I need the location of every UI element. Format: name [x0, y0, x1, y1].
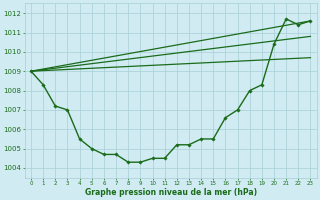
X-axis label: Graphe pression niveau de la mer (hPa): Graphe pression niveau de la mer (hPa) [85, 188, 257, 197]
